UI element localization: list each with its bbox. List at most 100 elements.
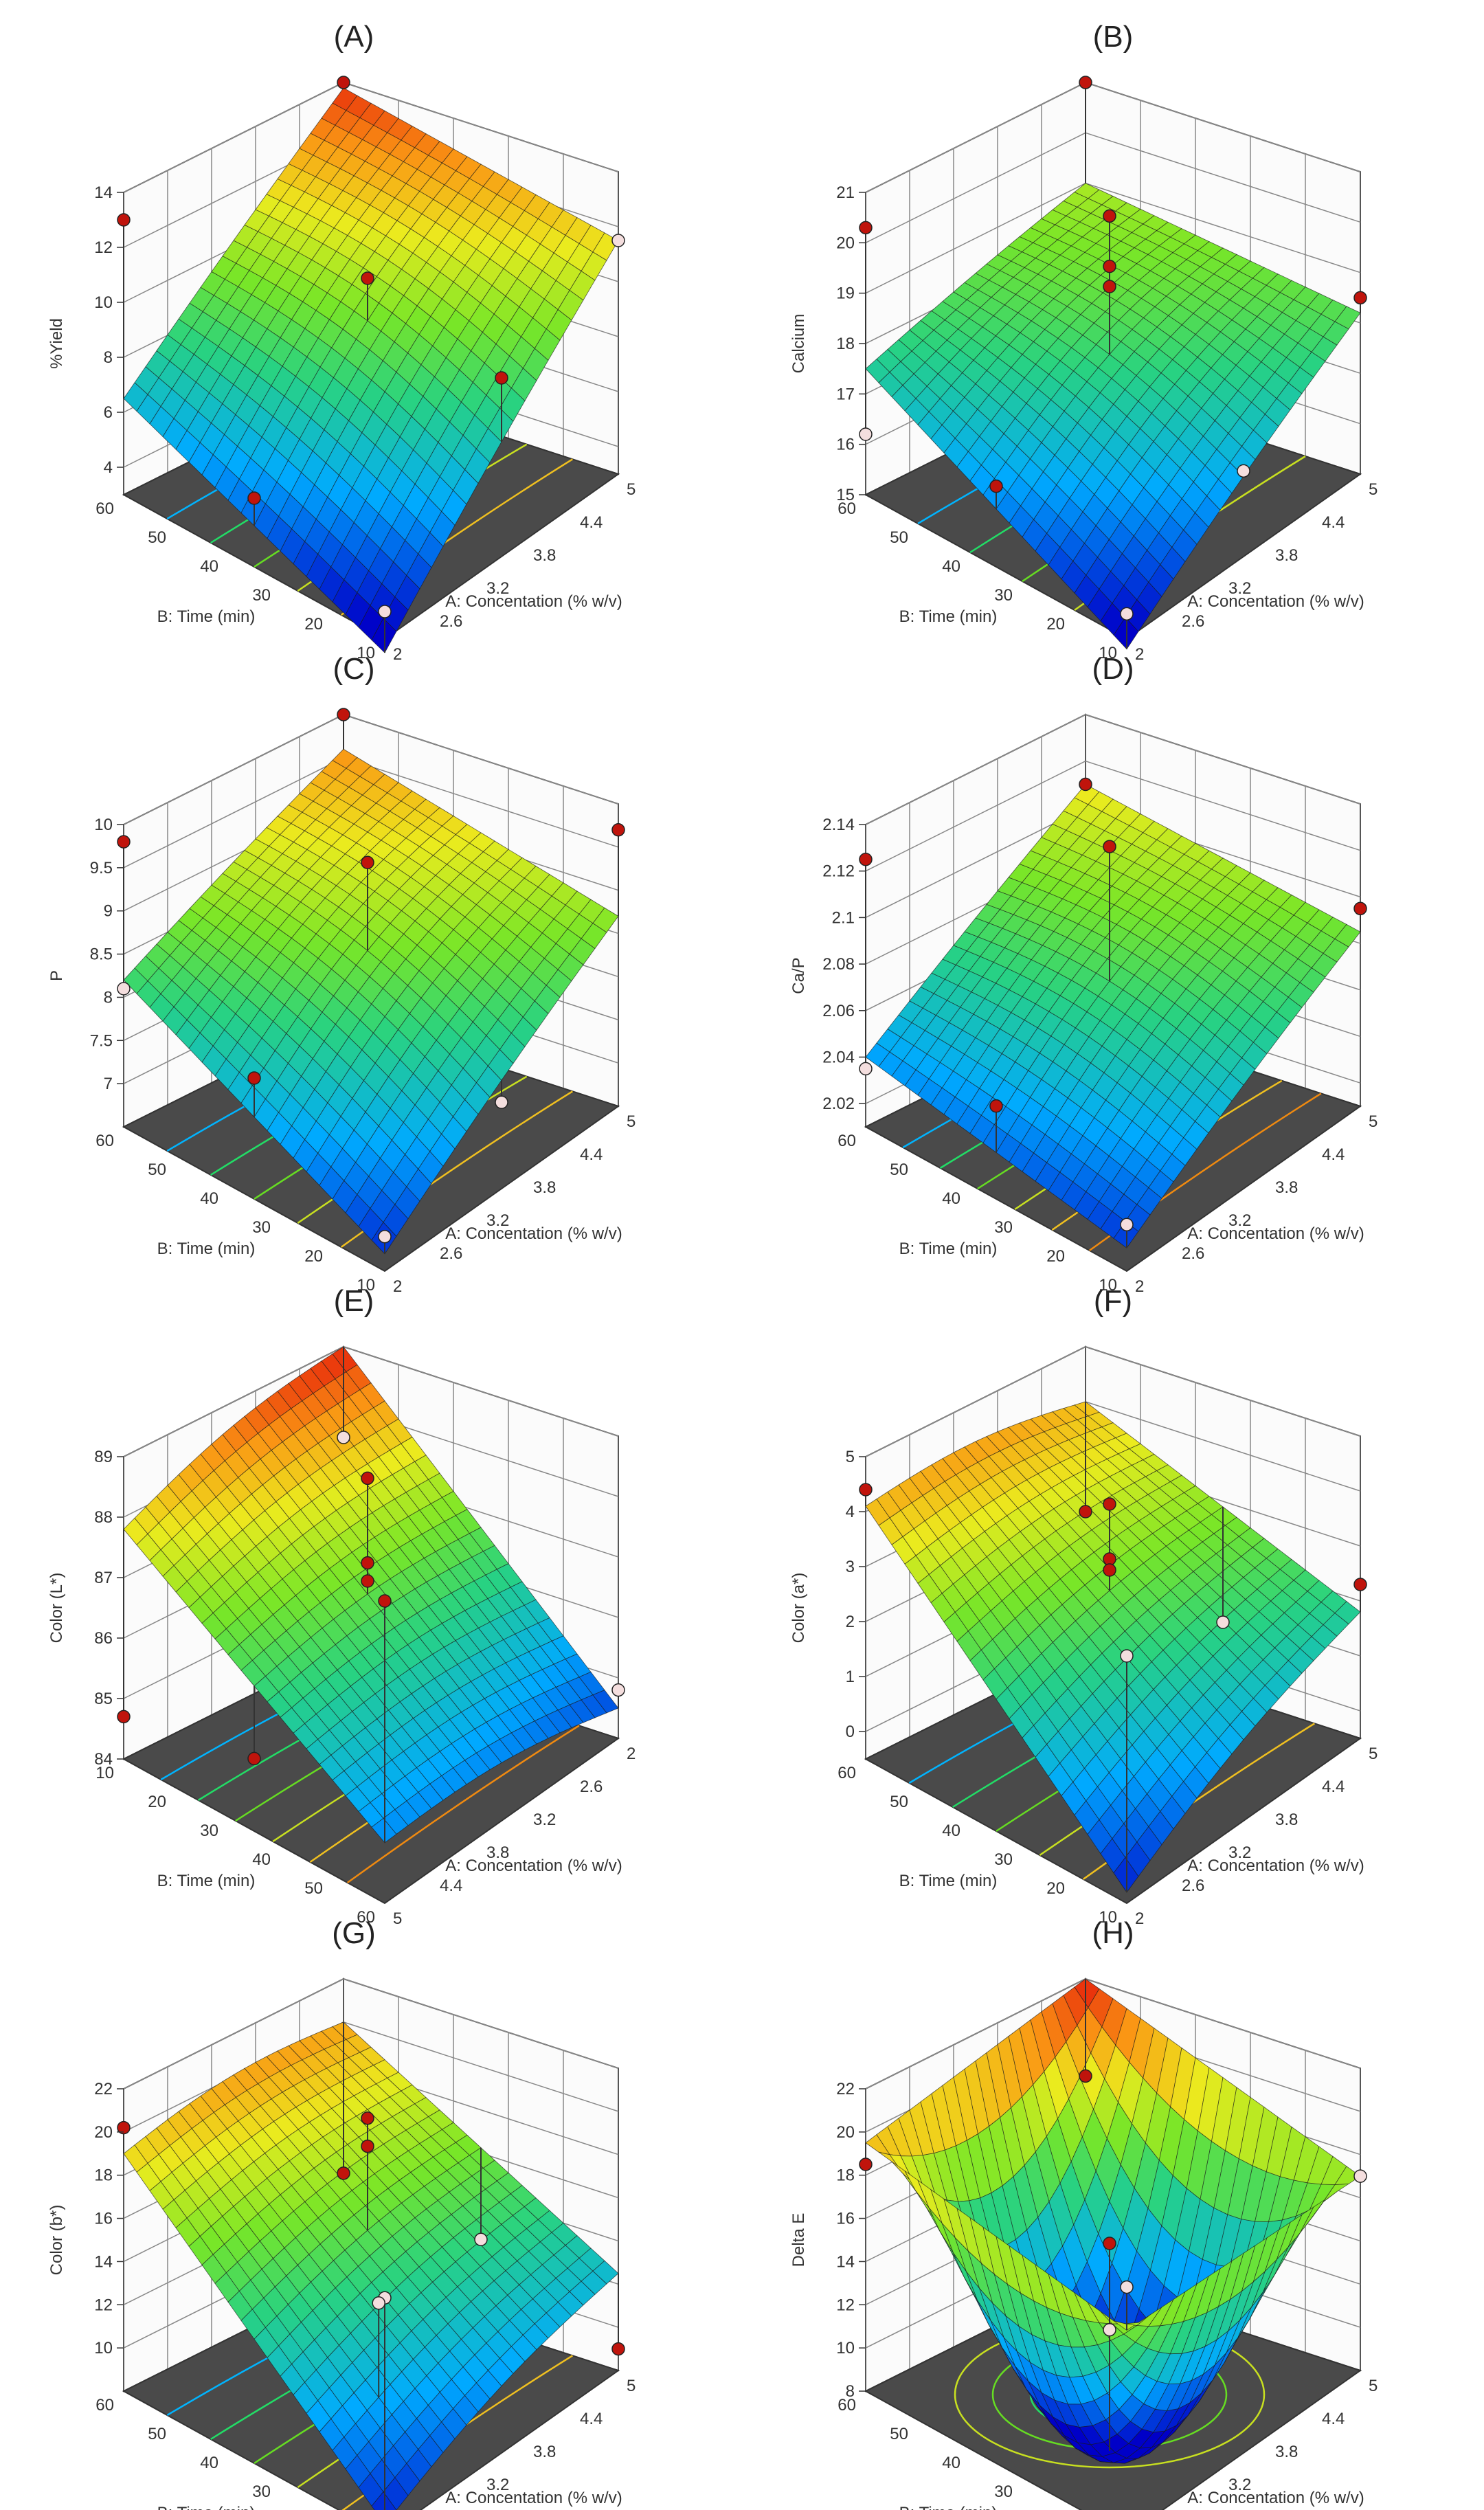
y-tick-label: 60 (95, 2396, 114, 2414)
floor-contour-line (346, 1725, 580, 1884)
wall-gridline (343, 757, 619, 848)
y-tick-label: 30 (994, 586, 1013, 605)
design-point (378, 605, 392, 618)
z-tick-label: 14 (94, 2252, 113, 2271)
x-axis-label: A: Concentation (% w/v) (1187, 592, 1364, 611)
z-tick-label: 4 (846, 1503, 855, 1521)
design-point (611, 234, 625, 247)
design-point (1079, 2069, 1092, 2083)
z-tick-label: 16 (836, 436, 855, 454)
x-tick-label: 3.8 (1275, 1178, 1298, 1197)
wall-gridline (865, 182, 1086, 294)
x-tick-label: 2 (1135, 645, 1144, 664)
wall-gridline (123, 714, 344, 825)
chart-panel: (C) 7 7.5 8 8.5 9 9.5 10 P 10 20 30 40 50 60 B: Time (m… (47, 652, 636, 1296)
panel-title: (B) (1093, 20, 1134, 54)
y-axis-label: B: Time (min) (157, 607, 256, 626)
design-point (247, 1751, 261, 1766)
z-tick-label: 15 (836, 486, 855, 504)
y-tick-label: 60 (357, 1908, 375, 1927)
y-tick-label: 30 (252, 586, 271, 605)
x-tick-label: 2.6 (1182, 2509, 1204, 2510)
y-axis-label: B: Time (min) (157, 2504, 256, 2510)
wall-gridline (1085, 1401, 1361, 1492)
panel-title: (E) (334, 1284, 374, 1318)
z-tick-label: 9.5 (90, 859, 113, 877)
y-tick-label: 50 (890, 528, 908, 547)
z-tick-label: 85 (94, 1690, 113, 1708)
y-tick-label: 50 (890, 1793, 908, 1811)
wall-gridline (1085, 82, 1361, 172)
y-tick-label: 20 (304, 1247, 323, 1266)
z-axis-label: Color (a*) (789, 1573, 808, 1644)
y-tick-label: 20 (1046, 615, 1065, 634)
design-point (361, 1574, 374, 1588)
wall-gridline (865, 1978, 1086, 2089)
design-point (1120, 2280, 1134, 2294)
wall-gridline (123, 757, 344, 869)
design-point (1079, 76, 1092, 89)
z-tick-label: 21 (836, 183, 855, 202)
chart-panel: (E) 84 85 86 87 88 89 Color (L*) 60 50 40 30 20 10 B: … (47, 1284, 636, 1928)
z-tick-label: 6 (104, 403, 113, 422)
design-point (1353, 291, 1367, 305)
wall-gridline (1085, 1978, 1361, 2069)
x-tick-label: 3.2 (1228, 1844, 1251, 1862)
z-tick-label: 20 (836, 234, 855, 252)
design-point (117, 835, 131, 849)
chart-panel: (B) 15 16 17 18 19 20 21 Calcium 10 20 30 40 50 60 B: T… (789, 20, 1378, 664)
x-tick-label: 2.6 (1182, 1244, 1204, 1263)
design-point (1237, 464, 1250, 478)
x-tick-label: 4.4 (1322, 1778, 1345, 1796)
z-tick-label: 5 (846, 1448, 855, 1466)
x-tick-label: 4.4 (1322, 1145, 1345, 1164)
z-tick-label: 87 (94, 1569, 113, 1587)
x-tick-label: 4.4 (580, 2410, 603, 2428)
y-tick-label: 50 (890, 1161, 908, 1179)
y-tick-label: 10 (1099, 1276, 1117, 1295)
x-tick-label: 3.8 (533, 546, 556, 565)
y-axis-label: B: Time (min) (899, 2504, 998, 2510)
design-point (1353, 2169, 1367, 2183)
design-point (337, 1431, 350, 1444)
x-tick-label: 4.4 (580, 1145, 603, 1164)
z-tick-label: 2.14 (822, 816, 855, 834)
z-tick-label: 84 (94, 1750, 113, 1769)
panel-title: (F) (1094, 1284, 1132, 1318)
design-point (361, 1471, 374, 1486)
y-tick-label: 10 (95, 1764, 114, 1782)
y-tick-label: 20 (148, 1793, 166, 1811)
x-axis-label: A: Concentation (% w/v) (445, 1224, 622, 1243)
design-point (337, 708, 350, 721)
x-tick-label: 3.2 (1228, 2476, 1251, 2494)
design-point (1103, 2237, 1116, 2250)
design-point (1079, 1505, 1092, 1519)
design-point (1103, 1563, 1116, 1577)
z-tick-label: 2.06 (822, 1002, 855, 1020)
design-point (337, 2166, 350, 2180)
z-tick-label: 14 (94, 183, 113, 202)
z-tick-label: 7 (104, 1075, 113, 1093)
z-tick-label: 10 (94, 293, 113, 312)
response-surface (865, 783, 1361, 1248)
z-tick-label: 10 (94, 2339, 113, 2357)
x-tick-label: 3.2 (486, 1211, 509, 1230)
x-axis-label: A: Concentation (% w/v) (445, 592, 622, 611)
z-tick-label: 18 (836, 2166, 855, 2185)
design-point (495, 1095, 508, 1110)
z-tick-label: 1 (846, 1668, 855, 1686)
x-tick-label: 3.2 (533, 1811, 556, 1829)
z-tick-label: 9 (104, 902, 113, 921)
y-tick-label: 10 (357, 644, 375, 662)
chart-panel: (D) 2.02 2.04 2.06 2.08 2.1 2.12 2.14 Ca/P 10 20 30… (789, 652, 1378, 1296)
y-tick-label: 40 (942, 1822, 960, 1840)
wall-gridline (123, 1346, 344, 1457)
wall-gridline (865, 761, 1086, 872)
z-tick-label: 2.1 (832, 908, 855, 927)
design-point (611, 822, 625, 837)
design-point (1353, 901, 1367, 916)
response-surface (865, 183, 1361, 650)
x-tick-label: 2 (1135, 1277, 1144, 1296)
y-tick-label: 60 (837, 1764, 856, 1782)
